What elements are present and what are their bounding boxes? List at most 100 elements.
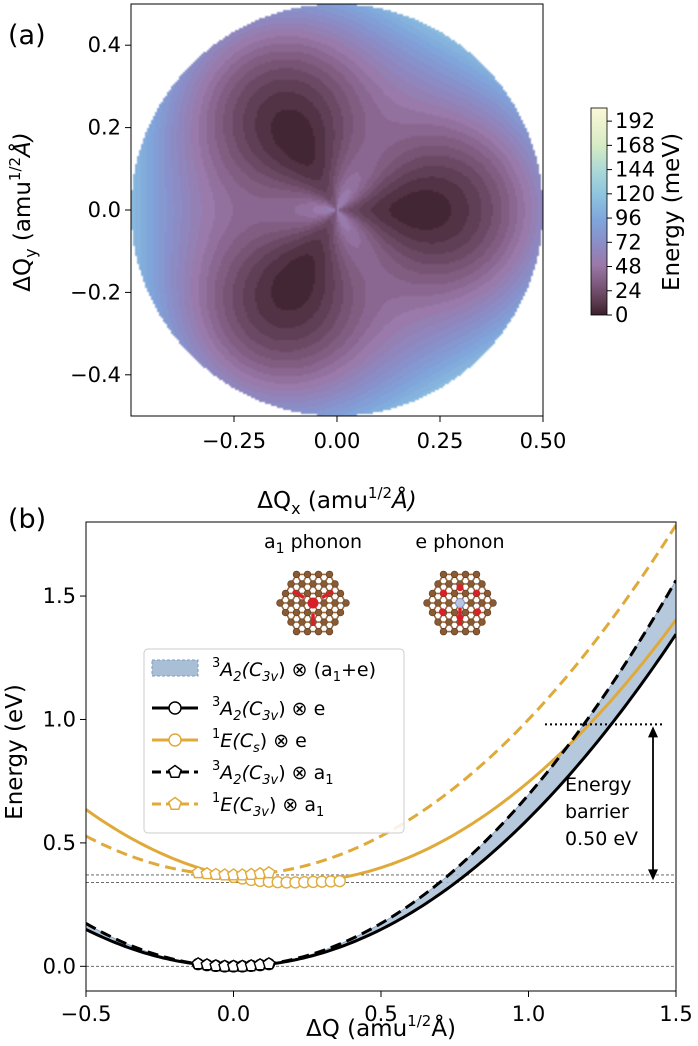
e-phonon-lattice bbox=[423, 570, 497, 636]
legend-marker bbox=[168, 701, 182, 715]
panel-a-label: (a) bbox=[8, 20, 46, 51]
lattice-atom bbox=[331, 599, 339, 607]
legend-label-band: 3A2(C3v) ⊗ (a1+e) bbox=[212, 656, 376, 685]
lattice-atom bbox=[325, 627, 334, 636]
colorbar-label: Energy (meV) bbox=[659, 133, 685, 291]
legend-rows: 3A2(C3v) ⊗ e 1E(Cs) ⊗ e 3A2(C3v) ⊗ a1 1E(C3… bbox=[152, 695, 334, 820]
lattice-atom bbox=[445, 580, 453, 588]
colorbar-tick-label: 144 bbox=[615, 158, 655, 182]
ytick-label-b: 0.5 bbox=[43, 831, 76, 855]
ytick-label-a: 0.4 bbox=[88, 33, 121, 57]
barrier-arrowhead-top bbox=[648, 726, 658, 738]
lattice-atom bbox=[489, 599, 497, 607]
colorbar-tick-label: 192 bbox=[615, 109, 655, 133]
data-point bbox=[333, 874, 346, 888]
lattice-atom bbox=[450, 570, 459, 579]
lattice-atom bbox=[472, 627, 481, 636]
displacement-arrow bbox=[473, 589, 480, 597]
series-line bbox=[86, 524, 676, 877]
ytick-label-a: −0.2 bbox=[70, 280, 121, 304]
lattice-atom bbox=[314, 627, 323, 636]
lattice-atom bbox=[450, 627, 459, 636]
lattice-atom bbox=[298, 618, 306, 626]
xlabel-a: ΔQx (amu1/2Å) bbox=[257, 484, 417, 518]
lattice-atom bbox=[461, 589, 470, 598]
xlabel-b: ΔQ (amu1/2Å) bbox=[306, 1012, 456, 1042]
legend-b: 3A2(C3v) ⊗ (a1+e) 3A2(C3v) ⊗ e 1E(Cs) ⊗ e… bbox=[143, 648, 405, 834]
xtick-label-b: −0.5 bbox=[61, 1002, 112, 1026]
panel-b-label: (b) bbox=[8, 504, 46, 535]
lattice-atom bbox=[303, 589, 312, 598]
lattice-atom bbox=[461, 570, 470, 579]
ytick-label-a: 0.2 bbox=[88, 116, 121, 140]
a1-phonon-lattice bbox=[276, 570, 350, 636]
lattice-atom bbox=[320, 618, 328, 626]
colorbar-tick-label: 0 bbox=[615, 303, 628, 327]
legend-label: 3A2(C3v) ⊗ a1 bbox=[212, 759, 334, 788]
legend-marker bbox=[167, 796, 183, 811]
lattice-atom bbox=[314, 608, 323, 617]
lattice-atom bbox=[439, 570, 448, 579]
lattice-atom bbox=[309, 580, 317, 588]
legend-label: 1E(C3v) ⊗ a1 bbox=[212, 791, 324, 820]
colorbar-tick-label: 120 bbox=[615, 182, 655, 206]
heatmap-a bbox=[131, 4, 543, 416]
ytick-label-b: 1.5 bbox=[43, 584, 76, 608]
lattice-atom bbox=[428, 608, 437, 617]
legend-marker bbox=[168, 733, 182, 747]
lattice-atom bbox=[478, 580, 486, 588]
vacancy-atom bbox=[307, 597, 319, 609]
axes-a-ticks: −0.25 0.00 0.25 0.50 0.4 0.2 0.0 −0.2 −0.4 bbox=[70, 33, 566, 453]
ytick-label-a: −0.4 bbox=[70, 363, 121, 387]
lattice-atom bbox=[298, 580, 306, 588]
series-line bbox=[86, 618, 676, 884]
displacement-arrow bbox=[321, 589, 334, 600]
lattice-atom bbox=[434, 599, 442, 607]
lattice-atom bbox=[287, 618, 295, 626]
xtick-label-b: 1.0 bbox=[512, 1002, 545, 1026]
lattice-atom bbox=[314, 570, 323, 579]
plot-area-b bbox=[86, 524, 676, 973]
lattice-atom bbox=[450, 608, 459, 617]
data-point bbox=[262, 865, 276, 879]
barrier-text-1: Energy bbox=[565, 774, 632, 796]
legend-label: 1E(Cs) ⊗ e bbox=[212, 727, 307, 756]
colorbar-tick-label: 24 bbox=[615, 279, 642, 303]
barrier-text-3: 0.50 eV bbox=[565, 828, 638, 850]
lattice-atom bbox=[292, 608, 301, 617]
xtick-label-a: 0.50 bbox=[520, 429, 567, 453]
energy-surface-image bbox=[131, 4, 543, 416]
reference-lines bbox=[86, 874, 676, 967]
displacement-arrow bbox=[474, 608, 482, 616]
series-line bbox=[86, 579, 676, 968]
inset-e-label: e phonon bbox=[415, 531, 504, 553]
lattice-atom bbox=[298, 599, 306, 607]
inset-a1-label: a1 phonon bbox=[264, 531, 362, 557]
lattice-atom bbox=[276, 599, 284, 607]
lattice-atom bbox=[320, 599, 328, 607]
xtick-label-a: −0.25 bbox=[202, 429, 266, 453]
lattice-atom bbox=[281, 608, 290, 617]
lattice-atom bbox=[423, 599, 431, 607]
lattice-atom bbox=[445, 618, 453, 626]
lattice-atom bbox=[331, 580, 339, 588]
lattice-atom bbox=[325, 570, 334, 579]
xtick-label-b: 0.5 bbox=[364, 1002, 397, 1026]
lattice-atom bbox=[467, 618, 475, 626]
lattice-atom bbox=[281, 589, 290, 598]
displacement-arrow bbox=[456, 584, 464, 592]
lattice-atom bbox=[478, 599, 486, 607]
displacement-arrow bbox=[440, 589, 447, 597]
xtick-label-a: 0.00 bbox=[314, 429, 361, 453]
colorbar-tick-label: 168 bbox=[615, 133, 655, 157]
series-markers bbox=[191, 865, 346, 973]
lattice-atom bbox=[303, 627, 312, 636]
lattice-atom bbox=[461, 627, 470, 636]
xtick-label-b: 0.0 bbox=[217, 1002, 250, 1026]
lattice-atom bbox=[336, 589, 345, 598]
legend-box bbox=[143, 648, 405, 834]
lattice-atom bbox=[292, 570, 301, 579]
displacement-arrow bbox=[292, 589, 305, 600]
